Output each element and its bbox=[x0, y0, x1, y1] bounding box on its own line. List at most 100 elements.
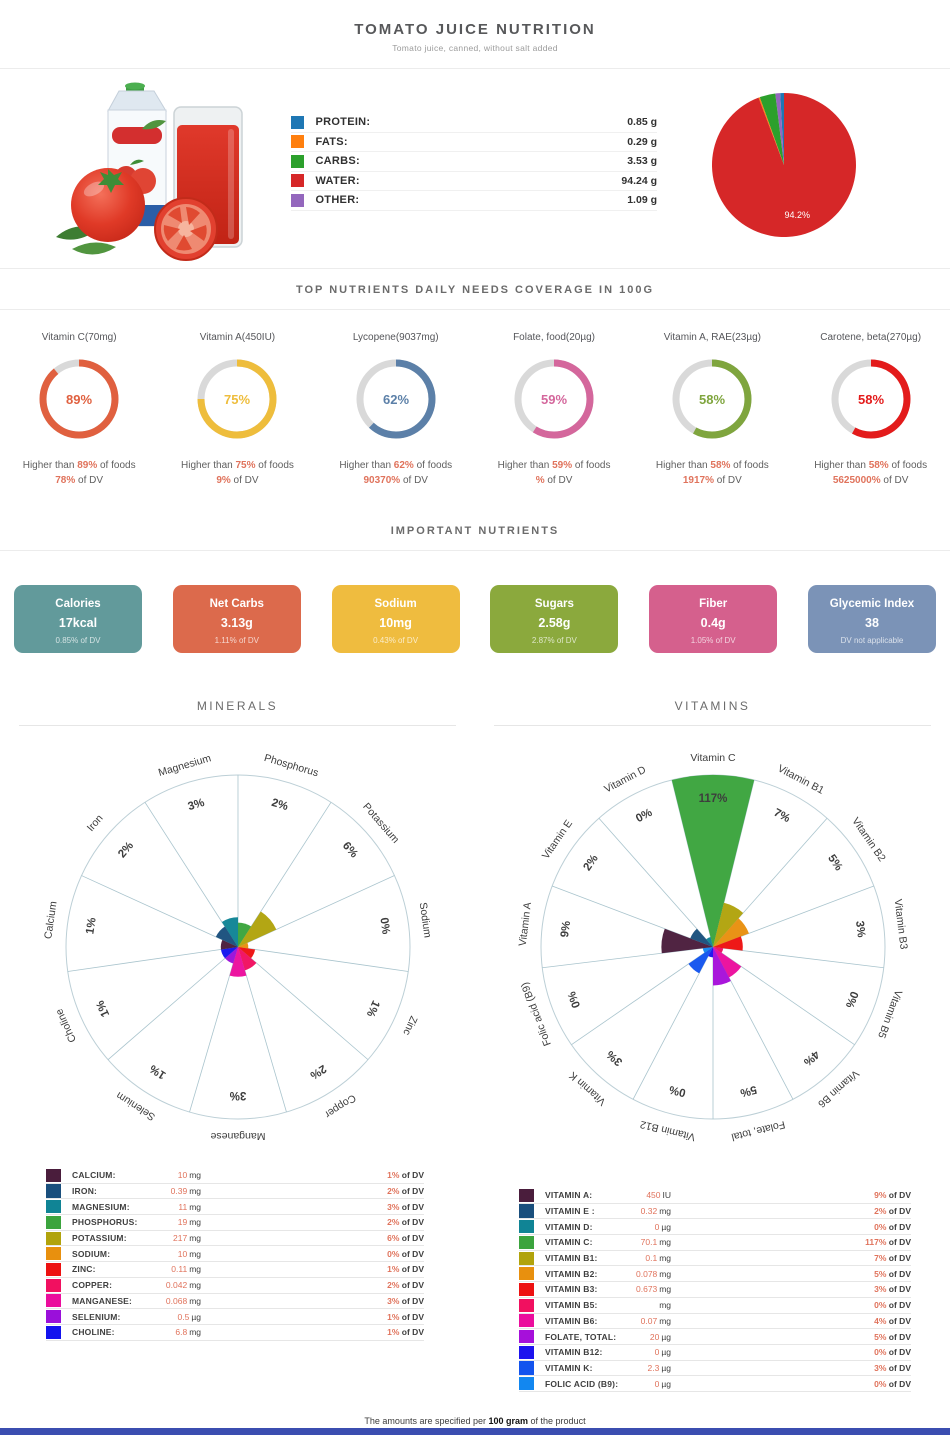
rose-category-label: Copper bbox=[322, 1092, 358, 1121]
table-row-value: 0.1 mg bbox=[636, 1253, 671, 1263]
rose-value-label: 1% bbox=[147, 1062, 167, 1081]
table-row-unit: mg bbox=[659, 1268, 672, 1279]
coverage-rank-pct: 59% bbox=[552, 460, 573, 471]
legend-label: OTHER: bbox=[315, 194, 360, 207]
legend-swatch bbox=[291, 154, 305, 168]
coverage-dv-pct: % bbox=[535, 475, 545, 486]
nutrient-card-dv: 1.11% of DV bbox=[214, 636, 259, 645]
table-row-amount: 70.1 bbox=[640, 1237, 658, 1248]
coverage-dv-pct: 5625000% bbox=[832, 475, 881, 486]
table-row-dv: 7% of DV bbox=[671, 1253, 911, 1263]
coverage-item-title: Folate, food(20µg) bbox=[513, 332, 595, 343]
table-row-dv-pct: 6% bbox=[387, 1233, 400, 1244]
table-row-label: FOLIC ACID (B9): bbox=[545, 1378, 619, 1389]
rose-value-label: 3% bbox=[852, 920, 866, 938]
vitamins-heading-label: VITAMINS bbox=[674, 699, 751, 713]
table-row-dv-pct: 0% bbox=[874, 1378, 887, 1389]
table-row-value: 0.673 mg bbox=[636, 1284, 671, 1294]
coverage-rank-post: of foods bbox=[888, 460, 928, 471]
coverage-dv-suffix: of DV bbox=[714, 475, 742, 486]
table-row-unit: µg bbox=[661, 1331, 671, 1342]
legend-row: CARBS: 3.53 g bbox=[291, 152, 657, 172]
table-row-swatch bbox=[519, 1235, 534, 1249]
table-row-label: ZINC: bbox=[72, 1264, 96, 1275]
table-row-amount: 0 bbox=[654, 1378, 660, 1389]
pie-slice-water bbox=[711, 93, 856, 237]
table-row-dv: 4% of DV bbox=[671, 1316, 911, 1326]
table-row-unit: mg bbox=[189, 1248, 201, 1259]
rose-wedge bbox=[224, 947, 238, 964]
table-row-swatch bbox=[519, 1298, 534, 1312]
table-row-dv-pct: 5% bbox=[874, 1268, 887, 1279]
macro-pie-chart: 94.2% bbox=[711, 92, 856, 237]
whole-tomato bbox=[71, 168, 145, 242]
table-row-unit: IU bbox=[662, 1190, 672, 1201]
table-row-swatch bbox=[519, 1345, 534, 1359]
rose-category-label: Manganese bbox=[210, 1130, 265, 1142]
table-row: CALCIUM: 10 mg 1% of DV bbox=[46, 1168, 424, 1184]
important-heading-label: IMPORTANT NUTRIENTS bbox=[390, 525, 560, 537]
nutrient-card: Sugars 2.58g 2.87% of DV bbox=[490, 585, 619, 653]
table-row-dv-pct: 3% bbox=[387, 1295, 400, 1306]
table-row-dv-suffix: of DV bbox=[886, 1268, 911, 1279]
svg-text:58%: 58% bbox=[858, 392, 884, 407]
coverage-dv-pct: 78% bbox=[55, 475, 76, 486]
table-row-amount: 10 bbox=[177, 1248, 188, 1259]
table-row-dv-pct: 0% bbox=[387, 1248, 400, 1259]
nutrient-card-value: 0.4g bbox=[700, 616, 726, 630]
table-row-unit: mg bbox=[659, 1284, 672, 1295]
table-row-unit: µg bbox=[661, 1347, 671, 1358]
table-row-unit: mg bbox=[659, 1300, 671, 1311]
table-row-dv: 3% of DV bbox=[201, 1202, 424, 1212]
rose-wedge bbox=[707, 947, 713, 958]
table-row-dv-suffix: of DV bbox=[399, 1264, 424, 1275]
table-row: POTASSIUM: 217 mg 6% of DV bbox=[46, 1231, 424, 1247]
table-row-amount: 0.042 bbox=[165, 1280, 188, 1291]
table-row-label: PHOSPHORUS: bbox=[72, 1217, 138, 1228]
rose-value-label: 4% bbox=[800, 1048, 820, 1068]
table-row-unit: µg bbox=[191, 1311, 201, 1322]
table-row-label: COPPER: bbox=[72, 1280, 113, 1291]
half-tomato bbox=[154, 197, 218, 261]
rose-wedge bbox=[237, 922, 251, 947]
rose-value-label: 1% bbox=[84, 917, 98, 935]
vitamins-table: VITAMIN A: 450 IU 9% of DV VITAMIN E :0.32 mg… bbox=[519, 1188, 911, 1392]
rose-wedge bbox=[712, 947, 731, 986]
nutrient-card-title: Sodium bbox=[374, 598, 417, 610]
table-row-value: 0.11 mg bbox=[151, 1264, 201, 1274]
table-row-swatch bbox=[519, 1314, 534, 1328]
legend-value: 94.24 g bbox=[621, 174, 657, 187]
rose-value-label: 9% bbox=[559, 920, 573, 938]
table-row-label: VITAMIN E : bbox=[545, 1206, 595, 1217]
table-row: VITAMIN A: 450 IU 9% of DV bbox=[519, 1188, 911, 1204]
table-row: FOLATE, TOTAL: 20 µg 5% of DV bbox=[519, 1329, 911, 1345]
table-row-dv-pct: 0% bbox=[874, 1221, 887, 1232]
coverage-rank-pct: 62% bbox=[393, 460, 414, 471]
coverage-dv-suffix: of DV bbox=[75, 475, 104, 486]
header: TOMATO JUICE NUTRITION Tomato juice, can… bbox=[0, 0, 950, 69]
rose-wedge bbox=[712, 902, 743, 947]
nutrient-card-dv: 2.87% of DV bbox=[531, 636, 577, 645]
svg-text:59%: 59% bbox=[541, 392, 567, 407]
legend-label: WATER: bbox=[315, 174, 360, 187]
table-row-dv-suffix: of DV bbox=[399, 1311, 424, 1322]
coverage-donut-chart: 75% bbox=[197, 359, 277, 439]
rose-category-label: Zinc bbox=[400, 1014, 419, 1037]
coverage-donut-chart: 58% bbox=[831, 359, 911, 439]
rose-wedge bbox=[687, 947, 713, 974]
nutrient-card-dv: DV not applicable bbox=[840, 636, 904, 645]
rose-value-label: 0% bbox=[566, 990, 583, 1010]
table-row-label: VITAMIN B2: bbox=[545, 1268, 598, 1279]
table-row: VITAMIN D: 0 µg 0% of DV bbox=[519, 1219, 911, 1236]
table-row-dv: 5% of DV bbox=[671, 1269, 911, 1279]
nutrient-card-title: Calories bbox=[55, 598, 101, 610]
nutrient-card-title: Net Carbs bbox=[209, 598, 264, 610]
rose-wedge bbox=[237, 942, 248, 949]
table-row: FOLIC ACID (B9): 0 µg 0% of DV bbox=[519, 1376, 911, 1392]
nutrient-card-value: 17kcal bbox=[58, 616, 98, 630]
table-row-dv-suffix: of DV bbox=[399, 1170, 424, 1181]
rose-value-label: 2% bbox=[270, 797, 289, 813]
page-subtitle: Tomato juice, canned, without salt added bbox=[392, 43, 558, 53]
